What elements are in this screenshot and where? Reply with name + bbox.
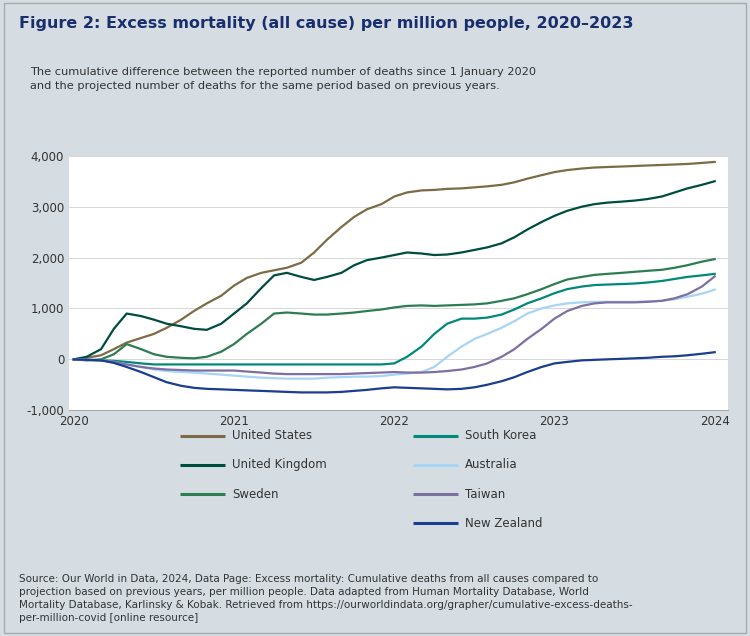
Text: Sweden: Sweden — [232, 488, 279, 501]
Text: Source: Our World in Data, 2024, Data Page: Excess mortality: Cumulative deaths : Source: Our World in Data, 2024, Data Pa… — [19, 574, 632, 623]
Text: South Korea: South Korea — [465, 429, 536, 442]
Text: United States: United States — [232, 429, 313, 442]
Text: Figure 2: Excess mortality (all cause) per million people, 2020–2023: Figure 2: Excess mortality (all cause) p… — [19, 16, 633, 31]
Text: Australia: Australia — [465, 459, 518, 471]
Text: New Zealand: New Zealand — [465, 517, 542, 530]
Text: Source: Our World in Data, 2024, Data Page: Excess mortality: Cumulative deaths : Source: Our World in Data, 2024, Data Pa… — [19, 574, 632, 623]
Text: The cumulative difference between the reported number of deaths since 1 January : The cumulative difference between the re… — [30, 67, 536, 91]
Text: United Kingdom: United Kingdom — [232, 459, 327, 471]
Text: Taiwan: Taiwan — [465, 488, 506, 501]
